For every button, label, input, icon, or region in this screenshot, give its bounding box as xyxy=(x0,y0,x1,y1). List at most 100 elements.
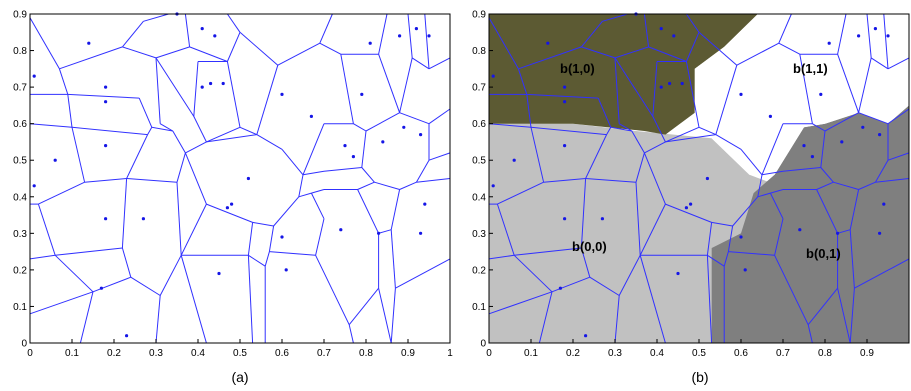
voronoi-edge xyxy=(883,13,889,69)
voronoi-edge xyxy=(740,148,763,176)
seed-point xyxy=(104,100,108,104)
seed-point xyxy=(810,155,815,159)
voronoi-edge xyxy=(761,123,784,175)
voronoi-edge xyxy=(122,46,157,59)
x-tick-label: 0.2 xyxy=(566,348,580,359)
voronoi-edge xyxy=(130,276,161,296)
voronoi-edge xyxy=(264,251,270,267)
y-tick-label: 0.2 xyxy=(13,265,27,276)
voronoi-edge xyxy=(399,181,417,190)
seed-point xyxy=(414,27,418,31)
voronoi-edge xyxy=(757,192,771,198)
voronoi-edge xyxy=(357,181,375,190)
voronoi-edge xyxy=(820,130,826,168)
y-tick-label: 0.8 xyxy=(472,46,486,57)
voronoi-edge xyxy=(643,13,650,47)
seed-point xyxy=(836,231,840,235)
voronoi-edge xyxy=(323,167,362,172)
voronoi-edge xyxy=(614,57,620,124)
panel-b: 0 0.1 0.2 0.3 0.4 0.5 0.6 0.7 0.8 0.9 00.10.20.30… xyxy=(472,10,910,385)
region-label-b01: b(0,1) xyxy=(806,246,841,261)
voronoi-edge xyxy=(602,13,628,22)
x-tick-label: 0.8 xyxy=(359,348,373,359)
seed-point xyxy=(104,217,108,221)
seed-point xyxy=(377,231,381,235)
voronoi-edge xyxy=(319,42,342,55)
voronoi-edge xyxy=(597,97,612,128)
seed-point xyxy=(878,133,882,137)
voronoi-edge xyxy=(428,57,451,70)
voronoi-edge xyxy=(496,203,515,256)
voronoi-edge xyxy=(353,123,367,132)
voronoi-edge xyxy=(411,57,430,70)
seed-point xyxy=(878,231,882,235)
x-tick-label: 0.5 xyxy=(233,348,247,359)
voronoi-edge xyxy=(715,134,742,150)
seed-point xyxy=(743,268,747,272)
voronoi-edge xyxy=(706,255,713,344)
voronoi-edge xyxy=(854,258,910,289)
region-10 xyxy=(489,14,758,135)
voronoi-edge xyxy=(67,93,140,99)
voronoi-edge xyxy=(639,203,666,256)
seed-point xyxy=(280,235,284,239)
voronoi-edge xyxy=(37,203,56,256)
seed-point xyxy=(768,114,773,118)
x-tick-label: 0.9 xyxy=(401,348,415,359)
voronoi-edge xyxy=(513,254,553,293)
voronoi-edge xyxy=(58,68,69,95)
x-tick-label: 0.3 xyxy=(149,348,163,359)
panel-a: 0 0.1 0.2 0.3 0.4 0.5 0.6 0.7 0.8 0.9 1 0 0.1 0.2 0.3… xyxy=(13,10,453,386)
seed-point xyxy=(200,85,204,89)
seed-points-a xyxy=(32,12,431,338)
seed-point xyxy=(104,144,108,148)
x-tick-label: 0.1 xyxy=(65,348,79,359)
seed-point xyxy=(680,81,684,86)
voronoi-edge xyxy=(390,189,401,230)
voronoi-edges-b xyxy=(488,13,910,344)
y-tick-label: 0.5 xyxy=(13,156,27,167)
voronoi-edge xyxy=(727,225,734,252)
voronoi-edge xyxy=(159,255,182,296)
seed-point xyxy=(676,271,680,276)
y-tick-label: 0.3 xyxy=(13,229,27,240)
voronoi-edge xyxy=(193,61,199,117)
voronoi-edge xyxy=(807,324,813,344)
seed-point xyxy=(200,27,204,31)
x-tick-label: 0 xyxy=(27,348,33,359)
voronoi-edge xyxy=(618,255,641,296)
seed-point xyxy=(398,34,402,38)
voronoi-edge xyxy=(122,20,144,48)
region-label-b00: b(0,0) xyxy=(572,239,607,254)
x-tick-label: 0.6 xyxy=(734,348,748,359)
voronoi-edge xyxy=(820,167,834,183)
voronoi-edge xyxy=(639,255,666,344)
voronoi-edge xyxy=(252,221,274,227)
voronoi-edge xyxy=(184,152,207,205)
voronoi-edge xyxy=(887,57,910,70)
voronoi-edge xyxy=(685,61,700,128)
seed-point xyxy=(343,144,347,148)
voronoi-edge xyxy=(29,17,60,70)
voronoi-edge xyxy=(155,57,161,124)
voronoi-edge xyxy=(361,130,367,168)
voronoi-edge xyxy=(428,152,451,161)
seed-point xyxy=(600,217,605,221)
voronoi-edge xyxy=(378,229,392,234)
voronoi-edge xyxy=(635,182,641,256)
voronoi-edge xyxy=(606,127,612,135)
voronoi-edge xyxy=(711,221,733,227)
voronoi-edge xyxy=(176,152,186,183)
voronoi-edge xyxy=(269,251,316,256)
seed-point xyxy=(739,235,743,239)
voronoi-edge xyxy=(247,222,254,256)
voronoi-edge xyxy=(395,258,451,289)
voronoi-edge xyxy=(390,229,396,289)
voronoi-edge xyxy=(155,46,190,59)
voronoi-edge xyxy=(874,159,889,183)
seed-point xyxy=(87,41,91,45)
voronoi-edge xyxy=(589,276,620,296)
voronoi-edge xyxy=(580,178,587,249)
voronoi-edge xyxy=(665,203,712,223)
y-tick-label: 0.1 xyxy=(13,302,27,313)
